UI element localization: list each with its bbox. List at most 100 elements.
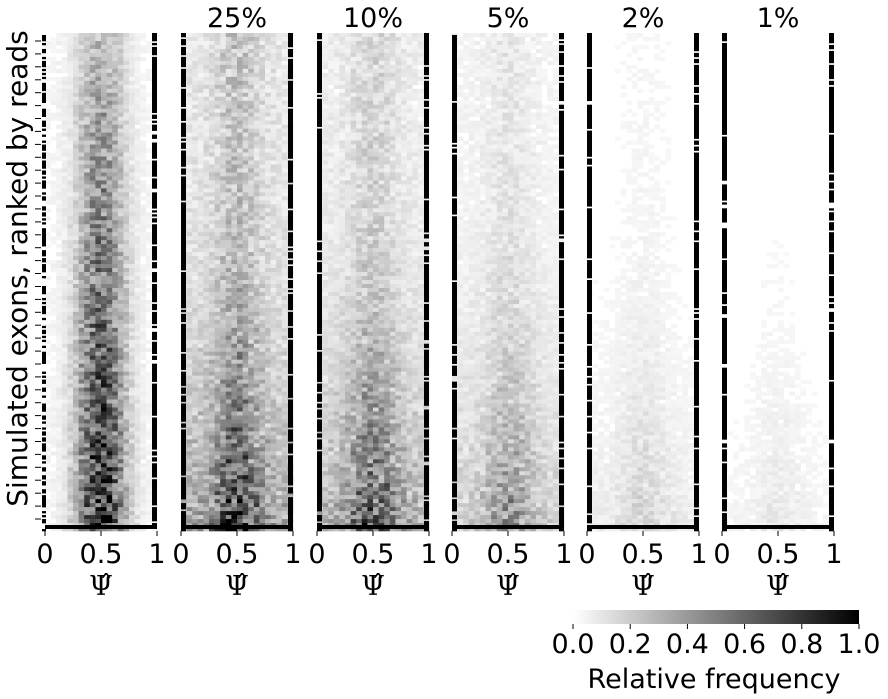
heatmap-cell: [220, 411, 227, 416]
heatmap-cell: [117, 252, 124, 257]
heatmap-cell: [73, 128, 79, 133]
heatmap-cell: [192, 499, 199, 504]
heatmap-cell: [231, 52, 238, 58]
edge-column-cell: [152, 48, 157, 52]
heatmap-cell: [123, 100, 130, 106]
heatmap-cell: [214, 459, 221, 464]
heatmap-cell: [112, 407, 119, 412]
heatmap-cell: [61, 475, 68, 480]
heatmap-cell: [101, 283, 107, 289]
heatmap-cell: [73, 216, 79, 221]
edge-column-cell: [152, 473, 157, 476]
heatmap-cell: [237, 256, 243, 261]
heatmap-cell: [106, 188, 113, 193]
heatmap-cell: [231, 80, 238, 86]
heatmap-cell: [197, 224, 204, 229]
heatmap-cell: [265, 339, 271, 345]
heatmap-cell: [276, 399, 283, 404]
heatmap-cell: [123, 148, 130, 153]
heatmap-cell: [140, 467, 147, 472]
edge-column-cell: [152, 106, 157, 109]
heatmap-cell: [248, 307, 255, 313]
heatmap-cell: [197, 276, 204, 281]
heatmap-cell: [106, 40, 113, 46]
edge-column-cell: [152, 238, 157, 241]
heatmap-cell: [214, 315, 221, 321]
heatmap-cell: [281, 343, 288, 349]
heatmap-cell: [248, 132, 255, 137]
heatmap-cell: [225, 291, 232, 297]
heatmap-cell: [45, 375, 51, 380]
heatmap-cell: [95, 515, 102, 520]
heatmap-cell: [123, 208, 130, 213]
heatmap-cell: [270, 335, 277, 341]
heatmap-cell: [214, 96, 221, 102]
row-tick-cell: [42, 345, 46, 349]
heatmap-cell: [123, 327, 130, 333]
heatmap-cell: [145, 164, 152, 169]
heatmap-cell: [203, 323, 210, 329]
heatmap-cell: [50, 311, 57, 317]
heatmap-cell: [209, 395, 215, 400]
heatmap-cell: [209, 447, 215, 452]
heatmap-cell: [281, 303, 288, 309]
row-tick-cell: [42, 276, 46, 279]
heatmap-cell: [281, 499, 288, 504]
heatmap-cell: [56, 407, 63, 412]
heatmap-cell: [89, 303, 96, 309]
heatmap-cell: [281, 248, 288, 253]
heatmap-cell: [242, 411, 249, 416]
heatmap-cell: [56, 36, 63, 42]
heatmap-cell: [101, 335, 107, 341]
heatmap-cell: [237, 260, 243, 265]
row-tick-cell: [42, 505, 46, 508]
heatmap-cell: [117, 276, 124, 281]
heatmap-cell: [117, 507, 124, 512]
heatmap-cell: [89, 128, 96, 133]
heatmap-cell: [281, 128, 288, 133]
heatmap-cell: [112, 427, 119, 432]
heatmap-cell: [197, 319, 204, 325]
heatmap-cell: [50, 471, 57, 476]
heatmap-cell: [253, 96, 260, 102]
heatmap-cell: [61, 415, 68, 420]
heatmap-cell: [186, 383, 193, 388]
heatmap-cell: [123, 172, 130, 177]
heatmap-cell: [197, 407, 204, 412]
edge-column-cell: [152, 311, 157, 315]
heatmap-cell: [78, 180, 85, 185]
heatmap-cell: [203, 144, 210, 149]
heatmap-cell: [220, 264, 227, 269]
heatmap-cell: [50, 84, 57, 90]
heatmap-cell: [56, 124, 63, 129]
row-tick-cell: [42, 335, 46, 339]
heatmap-cell: [61, 291, 68, 297]
heatmap-cell: [117, 172, 124, 177]
heatmap-cell: [281, 455, 288, 460]
heatmap-cell: [67, 56, 74, 62]
heatmap-cell: [101, 527, 107, 532]
heatmap-cell: [220, 252, 227, 257]
heatmap-cell: [281, 283, 288, 289]
heatmap-cell: [45, 180, 51, 185]
heatmap-cell: [281, 427, 288, 432]
heatmap-cell: [78, 33, 85, 38]
heatmap-cell: [192, 136, 199, 141]
heatmap-cell: [140, 419, 147, 424]
heatmap-cell: [117, 515, 124, 520]
heatmap-cell: [220, 415, 227, 420]
heatmap-cell: [56, 136, 63, 141]
heatmap-cell: [253, 503, 260, 508]
heatmap-cell: [281, 411, 288, 416]
edge-column-cell: [152, 262, 157, 265]
heatmap-cell: [78, 379, 85, 384]
heatmap-cell: [237, 359, 243, 364]
heatmap-cell: [197, 403, 204, 408]
heatmap-cell: [101, 483, 107, 488]
heatmap-cell: [73, 104, 79, 109]
heatmap-cell: [67, 287, 74, 293]
heatmap-cell: [186, 56, 193, 62]
heatmap-cell: [209, 196, 215, 201]
heatmap-cell: [203, 196, 210, 201]
heatmap-cell: [84, 232, 91, 237]
